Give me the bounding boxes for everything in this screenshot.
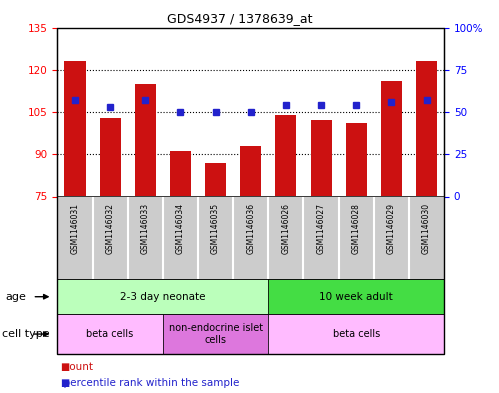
Text: ■: ■ bbox=[60, 378, 69, 388]
Text: GSM1146029: GSM1146029 bbox=[387, 203, 396, 254]
Bar bbox=[240, 146, 261, 196]
Bar bbox=[163, 314, 268, 354]
Text: 2-3 day neonate: 2-3 day neonate bbox=[120, 292, 206, 302]
Bar bbox=[205, 163, 226, 196]
Bar bbox=[268, 314, 444, 354]
Bar bbox=[135, 84, 156, 196]
Bar bbox=[170, 151, 191, 196]
Text: count: count bbox=[57, 362, 93, 373]
Bar bbox=[346, 123, 367, 196]
Text: GSM1146034: GSM1146034 bbox=[176, 203, 185, 254]
Text: GSM1146035: GSM1146035 bbox=[211, 203, 220, 254]
Text: GDS4937 / 1378639_at: GDS4937 / 1378639_at bbox=[167, 12, 312, 25]
Text: beta cells: beta cells bbox=[86, 329, 134, 339]
Text: cell type: cell type bbox=[2, 329, 50, 339]
Bar bbox=[100, 118, 121, 196]
Bar bbox=[57, 279, 268, 314]
Text: beta cells: beta cells bbox=[333, 329, 380, 339]
Text: GSM1146027: GSM1146027 bbox=[316, 203, 325, 254]
Text: GSM1146032: GSM1146032 bbox=[106, 203, 115, 254]
Text: GSM1146026: GSM1146026 bbox=[281, 203, 290, 254]
Text: non-endocrine islet
cells: non-endocrine islet cells bbox=[169, 323, 262, 345]
Text: GSM1146031: GSM1146031 bbox=[70, 203, 79, 254]
Bar bbox=[416, 61, 437, 196]
Text: 10 week adult: 10 week adult bbox=[319, 292, 393, 302]
Text: GSM1146028: GSM1146028 bbox=[352, 203, 361, 254]
Text: GSM1146036: GSM1146036 bbox=[246, 203, 255, 254]
Text: percentile rank within the sample: percentile rank within the sample bbox=[57, 378, 240, 388]
Bar bbox=[275, 115, 296, 196]
Bar bbox=[64, 61, 85, 196]
Bar bbox=[310, 120, 332, 196]
Bar bbox=[268, 279, 444, 314]
Bar bbox=[381, 81, 402, 196]
Text: GSM1146030: GSM1146030 bbox=[422, 203, 431, 254]
Bar bbox=[57, 314, 163, 354]
Text: GSM1146033: GSM1146033 bbox=[141, 203, 150, 254]
Text: ■: ■ bbox=[60, 362, 69, 373]
Text: age: age bbox=[5, 292, 26, 302]
